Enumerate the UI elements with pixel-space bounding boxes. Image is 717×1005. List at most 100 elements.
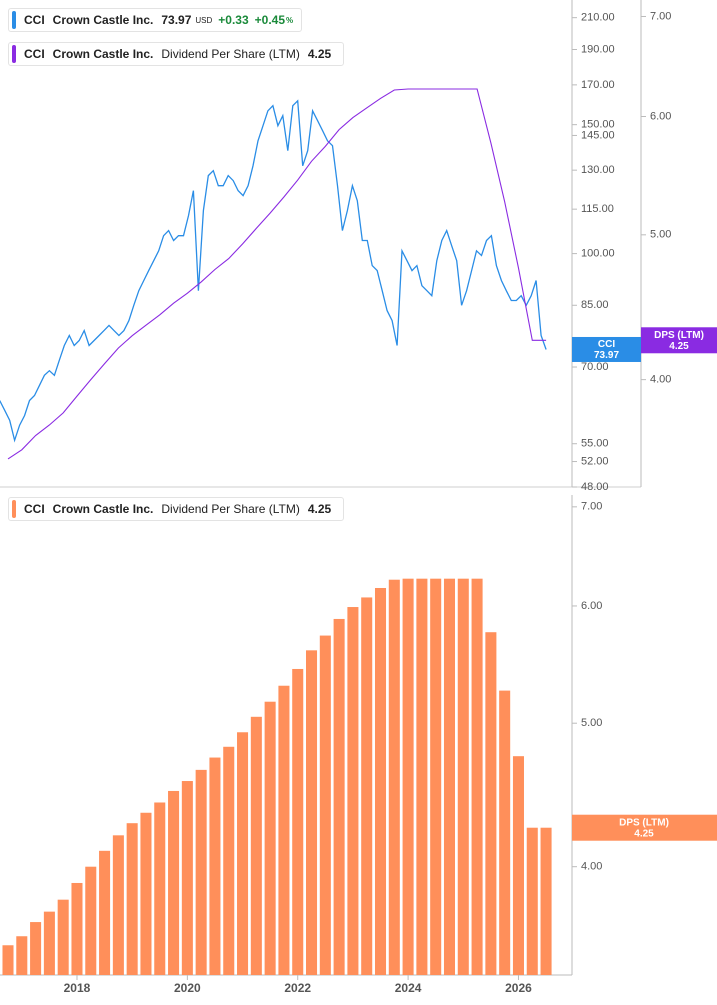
- bar: [140, 812, 152, 975]
- x-tick-label: 2024: [395, 981, 422, 995]
- bar: [306, 650, 318, 975]
- y-tick-label: 100.00: [581, 248, 615, 260]
- bar: [168, 790, 180, 975]
- legend-change: +0.33: [218, 13, 249, 27]
- bar: [250, 716, 262, 975]
- y-tick-label: 52.00: [581, 455, 609, 467]
- bar: [347, 607, 359, 975]
- y-tick-label: 7.00: [581, 501, 602, 513]
- y2-tick-label: 6.00: [650, 110, 671, 122]
- y-tick-label: 170.00: [581, 79, 615, 91]
- bar: [361, 597, 373, 975]
- bar: [526, 827, 538, 975]
- y-tick-label: 48.00: [581, 481, 609, 493]
- bar: [57, 899, 69, 975]
- dps-badge: [641, 327, 717, 354]
- legend-change-percent: +0.45: [254, 13, 286, 27]
- bar: [112, 835, 124, 975]
- bar: [292, 668, 304, 975]
- y-tick-label: 130.00: [581, 164, 615, 176]
- bar: [485, 632, 497, 975]
- dps-badge-label: DPS (LTM): [619, 817, 669, 828]
- bar: [374, 587, 387, 975]
- bar: [85, 866, 97, 975]
- legend-swatch: [12, 500, 16, 518]
- bar: [319, 635, 331, 975]
- bar: [430, 578, 442, 975]
- y-tick-label: 85.00: [581, 299, 609, 311]
- legend-value: 4.25: [307, 47, 332, 61]
- price-badge-value: 73.97: [594, 350, 619, 361]
- x-tick-label: 2026: [505, 981, 532, 995]
- y2-tick-label: 5.00: [650, 229, 671, 241]
- y-tick-label: 190.00: [581, 43, 615, 55]
- y-tick-label: 55.00: [581, 438, 609, 450]
- bar: [2, 945, 14, 975]
- dps-legend: CCI Crown Castle Inc. Dividend Per Share…: [8, 42, 345, 66]
- x-tick-label: 2020: [174, 981, 201, 995]
- legend-ticker: CCI: [24, 13, 45, 27]
- legend-price: 73.97: [161, 13, 192, 27]
- legend-ticker: CCI: [24, 47, 45, 61]
- legend-swatch: [12, 45, 16, 63]
- price-legend: CCI Crown Castle Inc. 73.97 USD +0.33 +0…: [8, 8, 303, 32]
- legend-metric: Dividend Per Share (LTM): [161, 47, 300, 61]
- bar: [471, 578, 483, 975]
- bar: [457, 578, 469, 975]
- bar: [195, 769, 207, 975]
- legend-company: Crown Castle Inc.: [52, 502, 154, 516]
- bar: [416, 578, 428, 975]
- bar: [223, 746, 235, 975]
- bar: [16, 936, 28, 975]
- y-tick-label: 115.00: [581, 203, 614, 215]
- y-tick-label: 210.00: [581, 12, 615, 24]
- y-tick-label: 4.00: [581, 861, 602, 873]
- dps-badge-label: DPS (LTM): [654, 330, 704, 341]
- bar: [402, 578, 414, 975]
- y-tick-label: 6.00: [581, 600, 602, 612]
- bar: [99, 850, 111, 975]
- legend-currency: USD: [195, 15, 213, 25]
- bar: [278, 685, 290, 975]
- bar: [126, 823, 138, 975]
- bar: [71, 882, 83, 975]
- x-tick-label: 2022: [284, 981, 311, 995]
- legend-percent-sign: %: [286, 15, 294, 25]
- bar: [443, 578, 456, 975]
- price-badge: [572, 336, 641, 362]
- legend-value: 4.25: [307, 502, 332, 516]
- x-tick-label: 2018: [64, 981, 91, 995]
- y-tick-label: 5.00: [581, 717, 602, 729]
- bar: [333, 618, 345, 975]
- series-line: [0, 99, 547, 443]
- y-tick-label: 70.00: [581, 361, 609, 373]
- bar: [264, 701, 276, 975]
- bar: [43, 911, 55, 975]
- y2-tick-label: 4.00: [650, 374, 671, 386]
- bar: [512, 756, 524, 975]
- bar: [540, 827, 552, 975]
- y-tick-label: 145.00: [581, 129, 615, 141]
- dps-bar-legend: CCI Crown Castle Inc. Dividend Per Share…: [8, 497, 345, 521]
- y-tick-label: 150.00: [581, 119, 615, 131]
- bar: [237, 732, 249, 975]
- price-badge-ticker: CCI: [598, 339, 615, 350]
- dps-badge-value: 4.25: [669, 341, 689, 352]
- legend-company: Crown Castle Inc.: [52, 47, 154, 61]
- y2-tick-label: 7.00: [650, 10, 671, 22]
- bar: [209, 757, 221, 975]
- dps-badge-value: 4.25: [634, 828, 654, 839]
- legend-ticker: CCI: [24, 502, 45, 516]
- bar: [388, 579, 400, 975]
- bar: [499, 690, 511, 975]
- series-line: [7, 88, 547, 460]
- legend-swatch: [12, 11, 16, 29]
- legend-metric: Dividend Per Share (LTM): [161, 502, 300, 516]
- bar: [181, 781, 193, 975]
- dps-badge: [572, 814, 717, 841]
- bar: [154, 802, 166, 975]
- bar: [30, 922, 42, 975]
- legend-company: Crown Castle Inc.: [52, 13, 154, 27]
